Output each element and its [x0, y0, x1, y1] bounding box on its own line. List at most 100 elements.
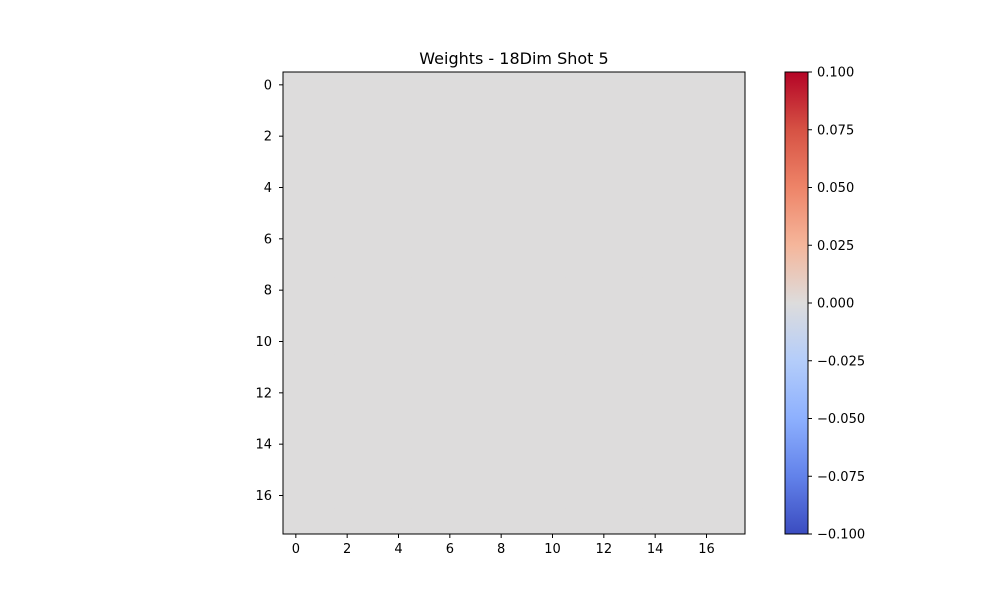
heatmap-cell [462, 72, 489, 99]
heatmap-cell [719, 277, 746, 304]
heatmap-cell [616, 174, 643, 201]
heatmap-cell [591, 226, 618, 253]
heatmap-cell [283, 251, 310, 278]
heatmap-cell [514, 149, 541, 176]
heatmap-cell [616, 72, 643, 99]
heatmap-cell [668, 354, 695, 381]
heatmap-cell [437, 482, 464, 509]
heatmap-cell [642, 97, 669, 124]
heatmap-cell [385, 200, 412, 227]
heatmap-cell [616, 508, 643, 535]
heatmap-cell [462, 174, 489, 201]
y-tick-label: 2 [264, 130, 272, 145]
heatmap-cell [514, 123, 541, 150]
heatmap-cell [283, 123, 310, 150]
heatmap-cell [693, 354, 720, 381]
heatmap-cell [514, 174, 541, 201]
colorbar-tick-label: −0.025 [817, 354, 865, 369]
heatmap-cell [462, 405, 489, 432]
heatmap-cell [565, 405, 592, 432]
heatmap-cell [693, 277, 720, 304]
heatmap-cell [488, 226, 515, 253]
heatmap-cell [411, 72, 438, 99]
y-tick-label: 14 [255, 438, 272, 453]
x-tick-label: 2 [343, 542, 351, 557]
heatmap-cell [308, 380, 335, 407]
heatmap-cell [437, 251, 464, 278]
heatmap-cell [360, 174, 387, 201]
heatmap-cell [437, 174, 464, 201]
heatmap-cell [539, 72, 566, 99]
heatmap-cell [693, 97, 720, 124]
heatmap-cell [462, 457, 489, 484]
heatmap-cell [565, 149, 592, 176]
heatmap-cell [283, 97, 310, 124]
heatmap-cell [642, 380, 669, 407]
heatmap-cell [437, 508, 464, 535]
heatmap-cell [488, 251, 515, 278]
heatmap-cell [488, 328, 515, 355]
x-tick-label: 14 [647, 542, 664, 557]
heatmap-cell [668, 431, 695, 458]
y-tick-label: 10 [255, 335, 272, 350]
heatmap-cell [308, 149, 335, 176]
heatmap-cell [462, 328, 489, 355]
heatmap-cell [462, 482, 489, 509]
heatmap-cell [616, 328, 643, 355]
heatmap-cell [488, 303, 515, 330]
heatmap-cell [411, 508, 438, 535]
heatmap-cell [385, 508, 412, 535]
heatmap-cell [514, 354, 541, 381]
heatmap-cell [565, 277, 592, 304]
heatmap-cell [539, 97, 566, 124]
heatmap-cell [719, 457, 746, 484]
heatmap-cell [642, 277, 669, 304]
heatmap-cell [437, 200, 464, 227]
heatmap-cell [616, 97, 643, 124]
heatmap-cell [308, 72, 335, 99]
heatmap-cell [488, 200, 515, 227]
heatmap-cell [616, 251, 643, 278]
heatmap-cell [283, 405, 310, 432]
heatmap-cell [642, 508, 669, 535]
heatmap-cell [668, 303, 695, 330]
heatmap-cell [462, 226, 489, 253]
heatmap-cell [385, 174, 412, 201]
heatmap-cell [693, 303, 720, 330]
heatmap-cell [334, 149, 361, 176]
heatmap-cell [283, 226, 310, 253]
heatmap-cell [308, 457, 335, 484]
heatmap-cell [462, 149, 489, 176]
heatmap-cell [719, 200, 746, 227]
heatmap-cell [565, 380, 592, 407]
heatmap-cell [308, 97, 335, 124]
x-tick-label: 12 [596, 542, 613, 557]
heatmap-cell [488, 277, 515, 304]
heatmap-cell [693, 482, 720, 509]
heatmap-cell [360, 457, 387, 484]
heatmap-cell [462, 303, 489, 330]
heatmap-cell [591, 431, 618, 458]
heatmap-cell [539, 251, 566, 278]
heatmap-cell [488, 174, 515, 201]
heatmap-cell [616, 149, 643, 176]
colorbar-tick-label: 0.075 [817, 123, 854, 138]
heatmap-cell [385, 431, 412, 458]
heatmap-cell [308, 303, 335, 330]
heatmap-cell [642, 457, 669, 484]
heatmap-cell [411, 174, 438, 201]
heatmap-cell [693, 72, 720, 99]
heatmap-cell [719, 226, 746, 253]
heatmap-cell [642, 200, 669, 227]
heatmap-cell [642, 328, 669, 355]
heatmap-cell [462, 251, 489, 278]
heatmap-cell [514, 328, 541, 355]
heatmap-cell [283, 149, 310, 176]
heatmap-cell [411, 328, 438, 355]
y-tick-label: 8 [264, 284, 272, 299]
y-tick-label: 12 [255, 386, 272, 401]
colorbar-tick-label: −0.075 [817, 470, 865, 485]
heatmap-cell [591, 97, 618, 124]
heatmap-cell [437, 405, 464, 432]
heatmap-cell [719, 123, 746, 150]
